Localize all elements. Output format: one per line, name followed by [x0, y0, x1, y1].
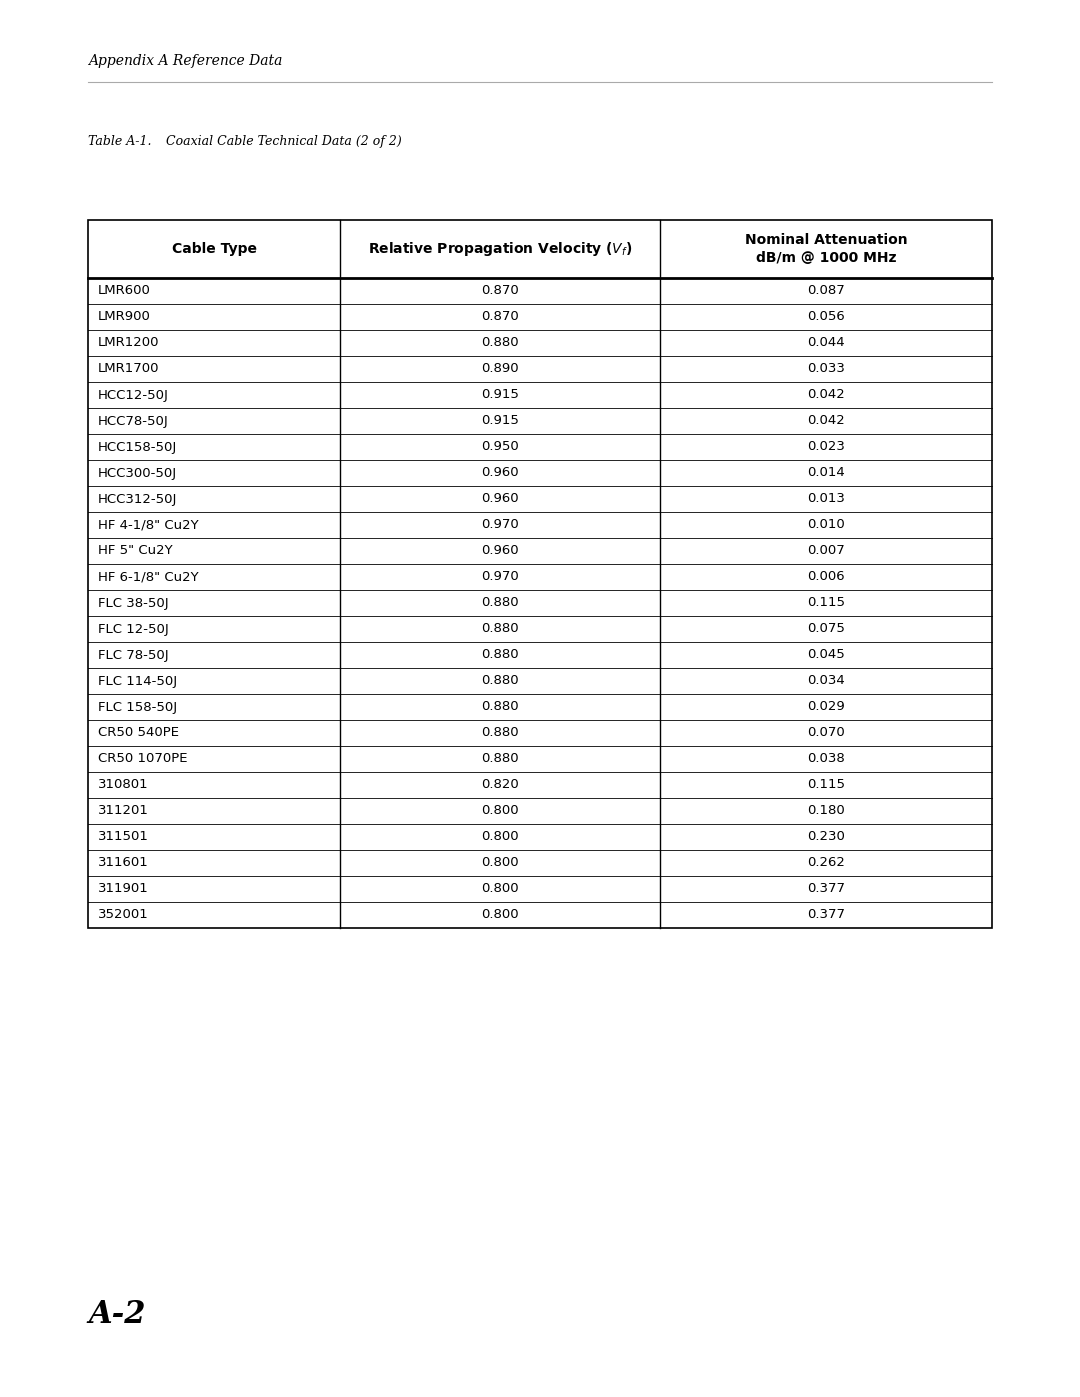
Text: 0.970: 0.970: [481, 570, 518, 584]
Text: 0.377: 0.377: [807, 908, 845, 922]
Text: 0.880: 0.880: [482, 337, 518, 349]
Text: 0.800: 0.800: [482, 830, 518, 844]
Text: HF 6-1/8" Cu2Y: HF 6-1/8" Cu2Y: [98, 570, 199, 584]
Text: 0.075: 0.075: [807, 623, 845, 636]
Text: 0.180: 0.180: [807, 805, 845, 817]
Text: CR50 1070PE: CR50 1070PE: [98, 753, 188, 766]
Text: Table A-1.: Table A-1.: [87, 136, 151, 148]
Text: 0.820: 0.820: [481, 778, 518, 792]
Text: FLC 12-50J: FLC 12-50J: [98, 623, 168, 636]
Text: Cable Type: Cable Type: [172, 242, 257, 256]
Text: 352001: 352001: [98, 908, 149, 922]
Text: 0.880: 0.880: [482, 648, 518, 662]
Text: LMR1200: LMR1200: [98, 337, 160, 349]
Text: Appendix A Reference Data: Appendix A Reference Data: [87, 54, 282, 68]
Text: 0.800: 0.800: [482, 805, 518, 817]
Text: 0.890: 0.890: [482, 362, 518, 376]
Text: 0.377: 0.377: [807, 883, 845, 895]
Text: 0.880: 0.880: [482, 726, 518, 739]
Text: HCC300-50J: HCC300-50J: [98, 467, 177, 479]
Text: Coaxial Cable Technical Data (2 of 2): Coaxial Cable Technical Data (2 of 2): [150, 136, 402, 148]
Text: 0.880: 0.880: [482, 700, 518, 714]
Text: 0.087: 0.087: [807, 285, 845, 298]
Text: 311501: 311501: [98, 830, 149, 844]
Text: 0.038: 0.038: [807, 753, 845, 766]
Text: 0.042: 0.042: [807, 415, 845, 427]
Text: 0.915: 0.915: [481, 388, 518, 401]
Text: 311601: 311601: [98, 856, 149, 869]
Text: CR50 540PE: CR50 540PE: [98, 726, 179, 739]
Text: A-2: A-2: [87, 1299, 146, 1330]
Text: 0.960: 0.960: [482, 467, 518, 479]
Text: 0.960: 0.960: [482, 545, 518, 557]
Text: 0.042: 0.042: [807, 388, 845, 401]
Text: 0.044: 0.044: [807, 337, 845, 349]
Text: 0.880: 0.880: [482, 753, 518, 766]
Text: 0.070: 0.070: [807, 726, 845, 739]
Text: 0.880: 0.880: [482, 675, 518, 687]
Text: 0.023: 0.023: [807, 440, 845, 454]
Text: 0.029: 0.029: [807, 700, 845, 714]
Text: 0.880: 0.880: [482, 623, 518, 636]
Text: 0.870: 0.870: [481, 285, 518, 298]
Text: FLC 38-50J: FLC 38-50J: [98, 597, 168, 609]
Text: LMR600: LMR600: [98, 285, 151, 298]
Text: 0.045: 0.045: [807, 648, 845, 662]
Text: 0.262: 0.262: [807, 856, 845, 869]
Text: 0.006: 0.006: [807, 570, 845, 584]
Text: 0.960: 0.960: [482, 493, 518, 506]
Text: 0.970: 0.970: [481, 518, 518, 531]
Text: 0.056: 0.056: [807, 310, 845, 324]
Text: 0.880: 0.880: [482, 597, 518, 609]
Text: 0.033: 0.033: [807, 362, 845, 376]
Text: FLC 158-50J: FLC 158-50J: [98, 700, 177, 714]
Text: 0.870: 0.870: [481, 310, 518, 324]
Text: FLC 78-50J: FLC 78-50J: [98, 648, 168, 662]
Text: HCC12-50J: HCC12-50J: [98, 388, 168, 401]
Text: 0.115: 0.115: [807, 597, 845, 609]
Text: Relative Propagation Velocity ($\mathbf{\mathit{V_f}}$): Relative Propagation Velocity ($\mathbf{…: [368, 240, 632, 258]
Bar: [87, 219, 993, 928]
Text: 0.915: 0.915: [481, 415, 518, 427]
Text: LMR1700: LMR1700: [98, 362, 160, 376]
Text: HF 4-1/8" Cu2Y: HF 4-1/8" Cu2Y: [98, 518, 199, 531]
Text: 311901: 311901: [98, 883, 149, 895]
Text: 0.950: 0.950: [481, 440, 518, 454]
Text: 0.230: 0.230: [807, 830, 845, 844]
Text: 0.014: 0.014: [807, 467, 845, 479]
Text: Nominal Attenuation
dB/m @ 1000 MHz: Nominal Attenuation dB/m @ 1000 MHz: [745, 233, 907, 265]
Text: LMR900: LMR900: [98, 310, 151, 324]
Text: FLC 114-50J: FLC 114-50J: [98, 675, 177, 687]
Text: HCC312-50J: HCC312-50J: [98, 493, 177, 506]
Text: HF 5" Cu2Y: HF 5" Cu2Y: [98, 545, 173, 557]
Text: HCC78-50J: HCC78-50J: [98, 415, 168, 427]
Text: 0.800: 0.800: [482, 908, 518, 922]
Text: 0.010: 0.010: [807, 518, 845, 531]
Text: 0.800: 0.800: [482, 856, 518, 869]
Text: HCC158-50J: HCC158-50J: [98, 440, 177, 454]
Text: 0.115: 0.115: [807, 778, 845, 792]
Text: 0.007: 0.007: [807, 545, 845, 557]
Text: 0.034: 0.034: [807, 675, 845, 687]
Text: 310801: 310801: [98, 778, 149, 792]
Text: 0.013: 0.013: [807, 493, 845, 506]
Text: 0.800: 0.800: [482, 883, 518, 895]
Text: 311201: 311201: [98, 805, 149, 817]
